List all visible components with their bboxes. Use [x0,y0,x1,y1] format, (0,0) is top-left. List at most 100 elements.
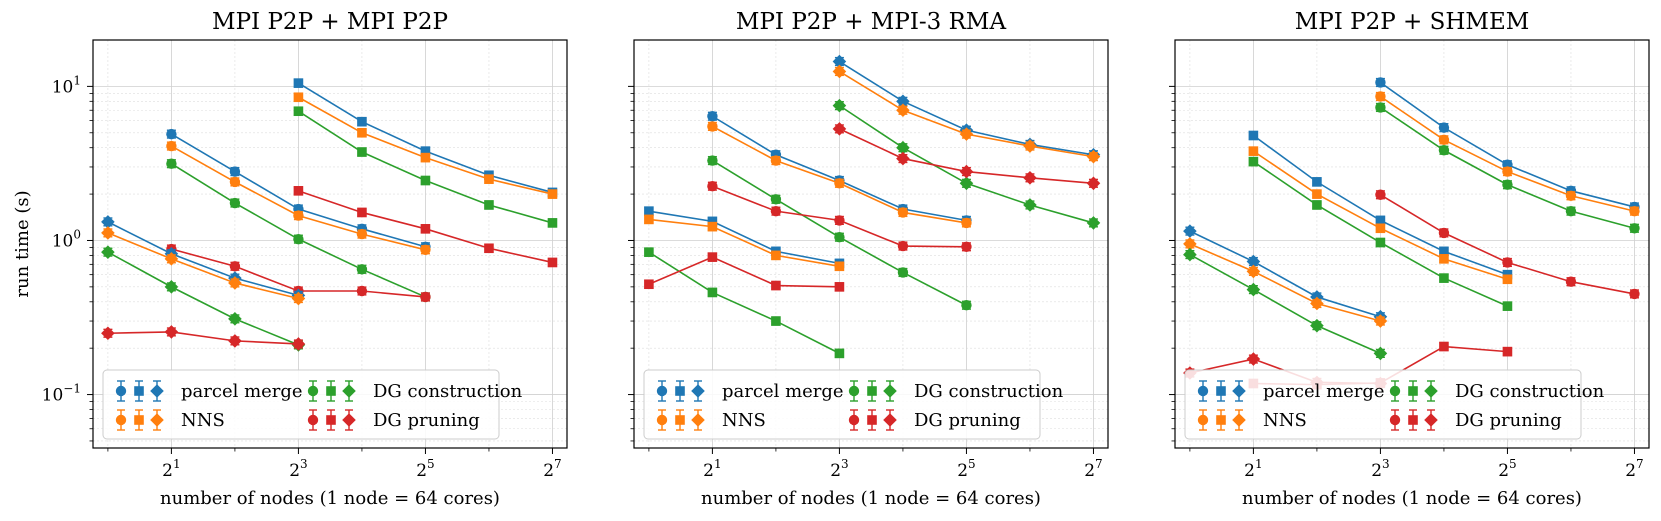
legend-marker [1424,384,1438,398]
series-dg-pruning-square [293,186,558,268]
series-nns-circle [1375,91,1640,217]
x-tick-label: 27 [1625,457,1643,481]
series-line [1189,243,1381,322]
data-point [707,111,718,122]
legend-marker [848,414,860,426]
legend-marker [656,385,668,397]
data-point [834,261,845,272]
data-point [293,92,304,103]
data-point [420,152,431,163]
legend-marker [883,384,897,398]
legend-label: NNS [1263,410,1307,431]
legend-label: DG pruning [1455,410,1562,431]
data-point [707,216,718,227]
legend-frame [1184,369,1582,440]
legend-entry-nns: NNS [1197,409,1307,431]
legend-label: parcel merge [1263,381,1385,402]
data-point [1312,177,1322,187]
legend-entry-parcel-merge: parcel merge [115,380,303,402]
data-point [1375,102,1386,113]
data-point [707,221,718,232]
data-point [228,276,242,290]
legend-label: DG construction [1455,381,1605,402]
data-point [1375,223,1386,234]
legend-entry-dg-pruning: DG pruning [307,409,480,431]
data-point [101,326,115,341]
legend-marker [326,415,336,425]
data-point [357,207,367,218]
data-point [420,244,431,255]
data-point [770,155,782,166]
series-nns-diamond [832,64,1101,164]
data-point [644,214,654,225]
series-nns-square [644,214,845,272]
series-line [648,251,840,355]
series-dg-construction-circle [1375,102,1640,234]
data-point [1565,276,1577,287]
data-point [834,178,845,189]
data-point [834,232,845,243]
data-point [1502,301,1513,311]
data-point [832,64,847,79]
series-line [107,251,299,346]
data-point [291,291,306,306]
x-tick-label: 25 [1498,457,1516,481]
data-point [961,217,972,229]
data-point [896,151,910,166]
data-point [644,279,654,290]
series-dg-pruning-square [644,252,845,292]
data-point [771,280,781,291]
x-tick-label: 21 [162,457,180,481]
legend-marker [675,415,685,425]
data-point [707,155,718,166]
data-point [707,121,718,132]
data-point [834,348,845,359]
legend-marker [1216,386,1226,396]
x-tick-label: 21 [1244,457,1262,481]
data-point [357,116,367,127]
series-nns-circle [707,121,972,229]
series-dg-pruning-diamond [101,325,306,351]
data-point [1373,314,1388,328]
series-nns-diamond [1183,237,1388,328]
data-point [961,300,972,311]
plot-frame [1174,39,1650,449]
legend-entry-dg-pruning: DG pruning [848,409,1021,431]
legend: parcel merge NNS DG construction DG pruning [643,369,1064,440]
series-line [107,232,299,300]
legend-entry-nns: NNS [656,409,766,431]
panel-1: 21 23 25 27 10−1 100 101 MPI P2P + MPI P2P numbe… [12,9,568,509]
data-point [164,280,179,294]
data-point [293,210,304,221]
data-point [293,106,304,117]
legend-marker [342,384,356,398]
legend-marker [326,386,336,396]
series-line [1189,230,1381,318]
legend-marker [691,384,705,398]
data-point [1086,216,1101,230]
data-point [356,285,368,297]
y-tick-label: 100 [52,227,81,251]
legend-label: DG pruning [373,410,480,431]
series-dg-construction-circle [166,158,431,303]
legend-marker [1197,385,1209,397]
series-line [107,221,299,297]
data-point [293,233,304,245]
legend-marker [134,386,144,396]
data-point [1502,257,1513,268]
legend-entry-dg-construction: DG construction [848,380,1064,402]
legend-marker [115,414,127,426]
x-axis-label: number of nodes (1 node = 64 cores) [1242,488,1582,509]
data-point [547,257,558,268]
data-point [1246,254,1261,269]
legend-marker [307,385,319,397]
legend-entry-dg-pruning: DG pruning [1389,409,1562,431]
data-point [166,140,177,152]
data-point [1246,282,1261,297]
legend-marker [150,413,164,427]
data-point [229,261,241,272]
data-point [1438,145,1450,156]
x-tick-label: 27 [1084,457,1102,481]
data-point [1629,288,1640,300]
series-dg-construction-circle [707,155,972,311]
